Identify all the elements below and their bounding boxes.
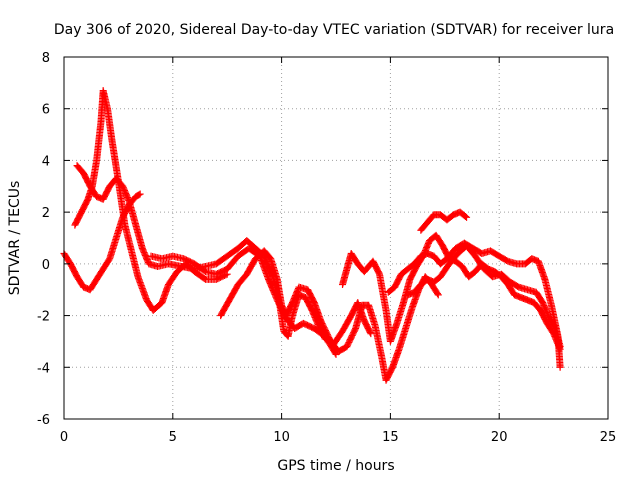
series-track-3	[73, 162, 375, 348]
data-point	[366, 328, 374, 336]
y-tick-label: -4	[37, 361, 50, 376]
x-tick-label: 25	[600, 430, 617, 445]
data-point	[136, 190, 144, 198]
data-point	[332, 350, 340, 358]
x-tick-label: 15	[382, 430, 399, 445]
y-axis-label: SDTVAR / TECUs	[7, 181, 23, 296]
data-point	[556, 343, 564, 351]
data-point	[463, 213, 471, 221]
y-tick-label: 6	[42, 103, 50, 118]
x-tick-label: 0	[60, 430, 68, 445]
plot-grid	[64, 57, 608, 419]
data-point	[556, 363, 564, 371]
chart-title: Day 306 of 2020, Sidereal Day-to-day VTE…	[54, 22, 614, 38]
axis-ticks: 0 5 10 15 20 25 -6 -4 -2 0 2 4 6 8	[37, 51, 616, 445]
series-track-8	[404, 242, 564, 351]
y-tick-label: 2	[42, 206, 50, 221]
data-point	[461, 212, 469, 220]
y-tick-label: -6	[37, 413, 50, 428]
x-axis-label: GPS time / hours	[277, 458, 394, 474]
data-points	[60, 87, 564, 384]
series-track-5	[147, 244, 340, 358]
x-tick-label: 5	[169, 430, 177, 445]
series-track-2	[71, 87, 231, 314]
data-point	[135, 191, 143, 199]
y-tick-label: -2	[37, 310, 50, 325]
y-tick-label: 8	[42, 51, 50, 66]
y-tick-label: 0	[42, 258, 50, 273]
data-point	[367, 330, 375, 338]
data-point	[433, 290, 441, 298]
x-tick-label: 20	[491, 430, 508, 445]
x-tick-label: 10	[273, 430, 290, 445]
series-track-9	[417, 208, 471, 234]
data-point	[331, 349, 339, 357]
data-point	[434, 291, 442, 299]
plot-frame	[63, 56, 609, 420]
y-tick-label: 4	[42, 154, 50, 169]
